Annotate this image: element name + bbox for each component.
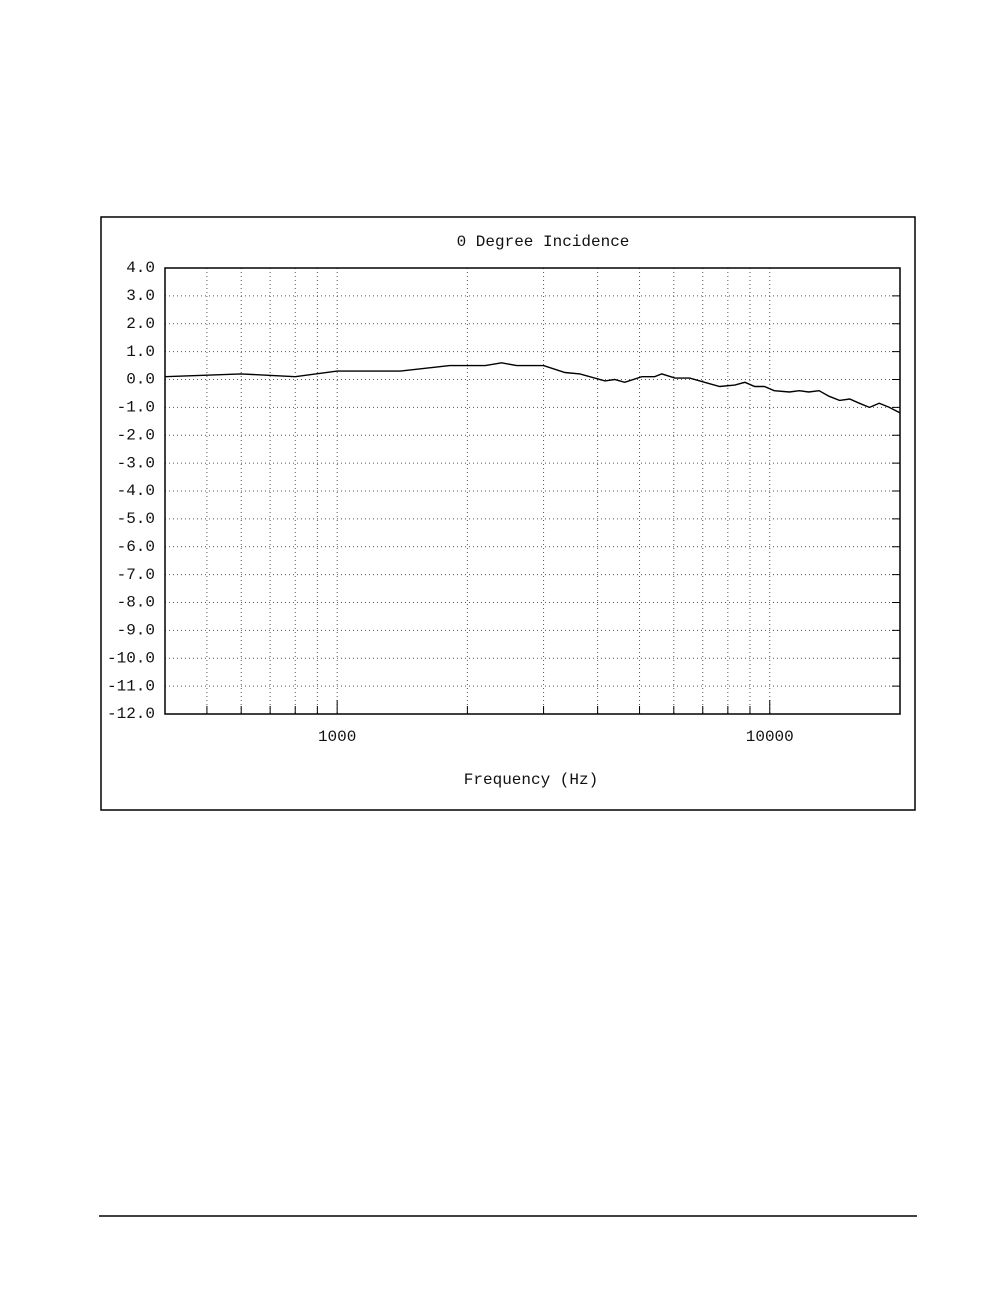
x-tick-label: 10000 bbox=[746, 728, 794, 746]
y-tick-label: -12.0 bbox=[107, 705, 155, 723]
y-tick-label: -7.0 bbox=[117, 566, 155, 584]
chart-title: 0 Degree Incidence bbox=[457, 233, 630, 251]
y-tick-label: -1.0 bbox=[117, 399, 155, 417]
chart-frame bbox=[100, 216, 916, 811]
response-line bbox=[164, 362, 901, 414]
y-tick-label: 3.0 bbox=[126, 287, 155, 305]
plot-frame bbox=[164, 267, 901, 715]
y-tick-label: -8.0 bbox=[117, 594, 155, 612]
y-tick-label: -6.0 bbox=[117, 538, 155, 556]
x-axis-label: Frequency (Hz) bbox=[464, 771, 598, 789]
y-tick-label: -2.0 bbox=[117, 426, 155, 444]
y-tick-label: 1.0 bbox=[126, 343, 155, 361]
x-tick-label: 1000 bbox=[318, 728, 356, 746]
y-tick-label: -4.0 bbox=[117, 482, 155, 500]
y-tick-label: 4.0 bbox=[126, 259, 155, 277]
y-tick-label: -5.0 bbox=[117, 510, 155, 528]
y-tick-label: 0.0 bbox=[126, 371, 155, 389]
y-tick-label: -11.0 bbox=[107, 677, 155, 695]
y-tick-label: -3.0 bbox=[117, 454, 155, 472]
y-tick-label: -10.0 bbox=[107, 649, 155, 667]
y-tick-label: 2.0 bbox=[126, 315, 155, 333]
y-tick-label: -9.0 bbox=[117, 622, 155, 640]
